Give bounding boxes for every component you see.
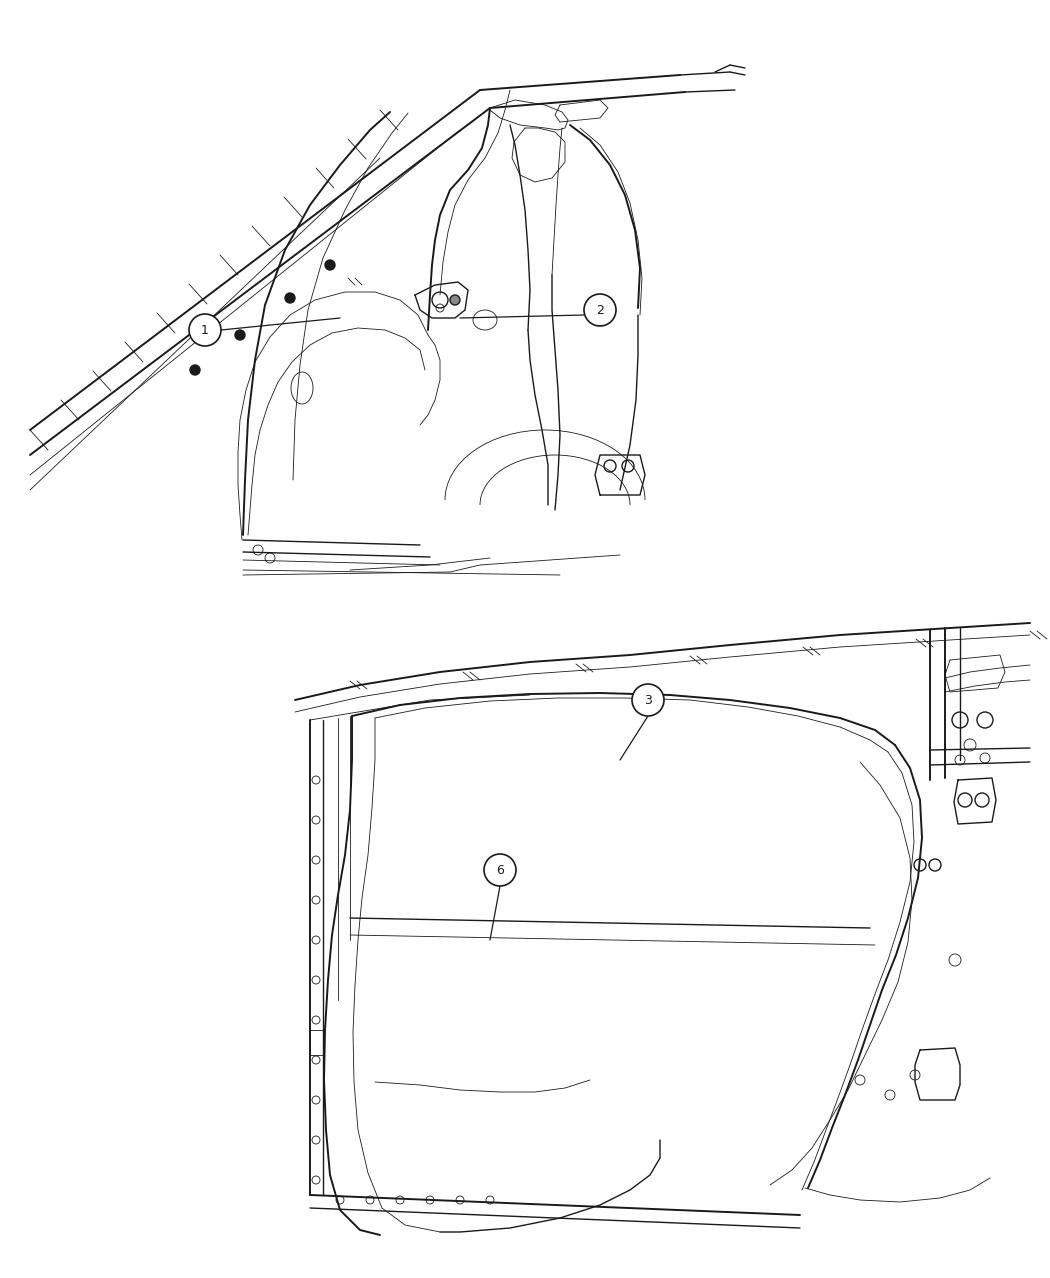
Circle shape [285,293,295,303]
Text: 3: 3 [644,694,652,707]
Text: 6: 6 [496,864,504,877]
Circle shape [484,854,516,886]
Circle shape [235,330,245,340]
Circle shape [584,294,616,326]
Circle shape [450,295,460,305]
Circle shape [190,366,200,374]
Text: 2: 2 [596,303,604,317]
Circle shape [632,684,664,716]
Text: 1: 1 [201,323,209,336]
Circle shape [189,314,220,346]
Circle shape [326,259,335,270]
